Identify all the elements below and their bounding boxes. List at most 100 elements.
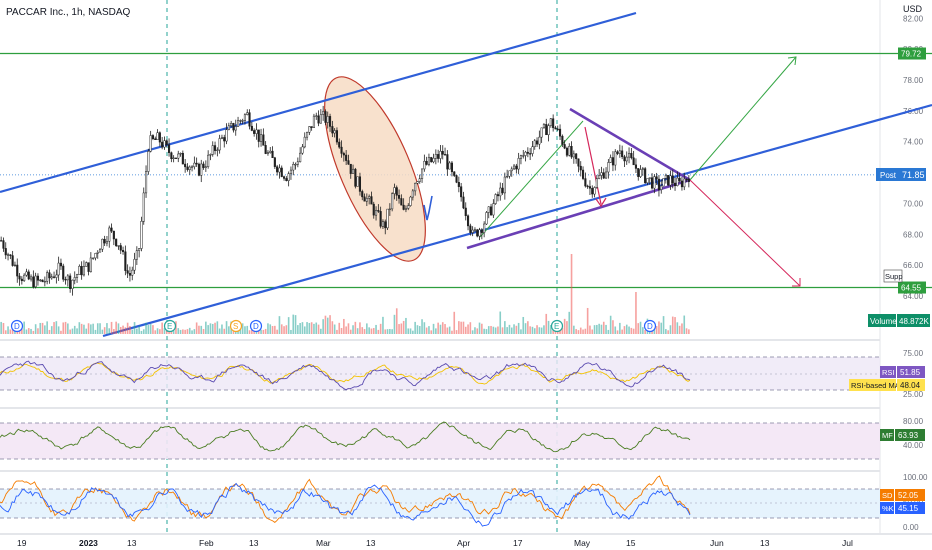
candle-body[interactable] — [98, 248, 102, 253]
candle-body[interactable] — [637, 168, 640, 177]
candle-body[interactable] — [432, 158, 435, 163]
candle-body[interactable] — [391, 193, 394, 210]
candle-body[interactable] — [55, 274, 58, 278]
candle-body[interactable] — [549, 118, 552, 126]
candle-body[interactable] — [13, 264, 17, 267]
candle-body[interactable] — [384, 221, 387, 229]
candle-body[interactable] — [685, 178, 688, 180]
candle-body[interactable] — [349, 163, 352, 174]
candle-body[interactable] — [340, 146, 343, 154]
candle-body[interactable] — [149, 135, 152, 152]
candle-body[interactable] — [634, 164, 638, 169]
candle-body[interactable] — [464, 207, 467, 217]
candle-body[interactable] — [471, 229, 474, 233]
time-tick-label[interactable]: Mar — [316, 538, 331, 548]
candle-body[interactable] — [641, 168, 644, 170]
candle-body[interactable] — [460, 186, 463, 198]
candle-body[interactable] — [218, 138, 221, 151]
candle-body[interactable] — [78, 266, 81, 275]
candle-body[interactable] — [374, 210, 378, 216]
candle-body[interactable] — [121, 250, 125, 253]
candle-body[interactable] — [115, 238, 118, 246]
wedge-lower-line[interactable] — [466, 178, 691, 250]
candle-body[interactable] — [354, 168, 357, 187]
horizontal-levels[interactable]: 79.72 64.55 — [0, 47, 932, 294]
candle-body[interactable] — [246, 112, 249, 115]
candle-body[interactable] — [363, 196, 366, 202]
candle-body[interactable] — [632, 157, 635, 166]
candle-body[interactable] — [89, 257, 92, 272]
candle-body[interactable] — [575, 153, 578, 160]
candle-body[interactable] — [623, 156, 626, 162]
candle-body[interactable] — [273, 157, 276, 167]
time-tick-label[interactable]: 2023 — [79, 538, 98, 548]
candle-body[interactable] — [499, 187, 502, 197]
candle-body[interactable] — [664, 175, 667, 179]
candle-body[interactable] — [595, 178, 598, 188]
candle-body[interactable] — [526, 151, 529, 154]
candle-body[interactable] — [466, 215, 470, 227]
candle-body[interactable] — [259, 134, 263, 142]
candle-body[interactable] — [204, 166, 207, 168]
stoch-panel[interactable]: 100.0050.000.00 SD 52.05 %K 45.15 — [0, 473, 928, 532]
candle-body[interactable] — [473, 229, 477, 231]
candle-body[interactable] — [301, 146, 304, 154]
candle-body[interactable] — [558, 128, 562, 137]
candle-body[interactable] — [154, 138, 157, 140]
candle-body[interactable] — [310, 126, 313, 128]
candle-body[interactable] — [393, 187, 396, 194]
candle-body[interactable] — [43, 281, 46, 283]
candle-body[interactable] — [128, 273, 132, 276]
candle-body[interactable] — [188, 166, 191, 170]
candle-body[interactable] — [368, 196, 371, 199]
candle-body[interactable] — [494, 194, 497, 204]
mfi-tag[interactable]: MF 63.93 — [880, 429, 925, 441]
candle-body[interactable] — [170, 152, 173, 160]
candle-body[interactable] — [308, 126, 311, 133]
candle-body[interactable] — [630, 153, 633, 159]
candle-body[interactable] — [591, 187, 594, 195]
candle-body[interactable] — [20, 278, 23, 282]
candle-body[interactable] — [345, 154, 348, 161]
candle-body[interactable] — [487, 206, 490, 213]
candle-body[interactable] — [423, 160, 426, 170]
candle-body[interactable] — [216, 149, 219, 152]
candle-body[interactable] — [381, 221, 385, 227]
candle-body[interactable] — [485, 212, 488, 225]
candle-body[interactable] — [248, 112, 251, 127]
candle-body[interactable] — [193, 162, 196, 168]
candle-body[interactable] — [400, 198, 403, 206]
trend-up-line[interactable] — [479, 120, 584, 238]
candle-body[interactable] — [407, 205, 410, 209]
candle-body[interactable] — [253, 130, 256, 134]
event-marker-circle[interactable] — [249, 319, 263, 333]
candle-body[interactable] — [662, 178, 665, 187]
candle-body[interactable] — [223, 137, 226, 142]
candle-body[interactable] — [172, 157, 175, 160]
candle-body[interactable] — [602, 172, 605, 179]
candle-body[interactable] — [538, 136, 541, 145]
candle-body[interactable] — [480, 229, 483, 233]
candle-body[interactable] — [462, 196, 465, 209]
candle-body[interactable] — [448, 162, 451, 170]
candle-body[interactable] — [554, 127, 557, 130]
candle-body[interactable] — [48, 272, 51, 279]
candle-body[interactable] — [335, 130, 339, 143]
candle-body[interactable] — [648, 177, 651, 179]
candle-body[interactable] — [64, 279, 67, 281]
candle-body[interactable] — [9, 254, 12, 256]
candle-body[interactable] — [388, 208, 391, 210]
candle-body[interactable] — [6, 254, 10, 256]
candle-body[interactable] — [138, 248, 141, 251]
time-tick-label[interactable]: 13 — [127, 538, 137, 548]
candle-body[interactable] — [87, 262, 90, 272]
candle-body[interactable] — [416, 181, 419, 184]
candle-body[interactable] — [455, 175, 458, 183]
candle-body[interactable] — [671, 175, 674, 184]
channel-upper-line[interactable] — [0, 11, 637, 194]
candle-body[interactable] — [305, 132, 309, 138]
candle-body[interactable] — [616, 151, 619, 154]
candle-body[interactable] — [356, 176, 359, 187]
candle-body[interactable] — [515, 165, 518, 170]
candle-body[interactable] — [25, 271, 28, 276]
